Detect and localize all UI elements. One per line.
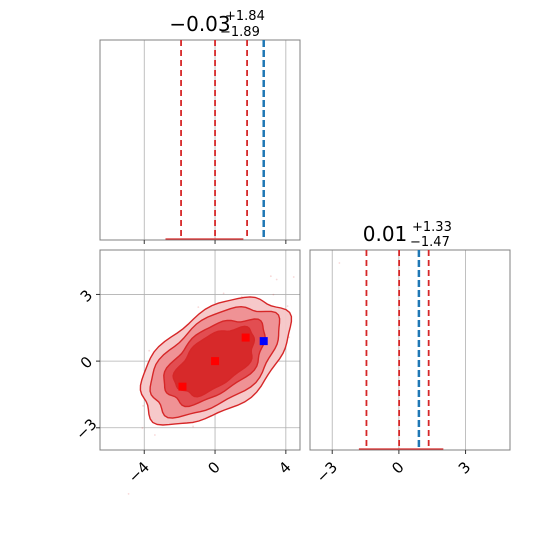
joint-ytick-label-2: 3 (77, 286, 96, 305)
title-y: 0.01 (363, 222, 408, 246)
top-frame (99, 39, 301, 241)
joint-truth-marker (259, 337, 268, 346)
joint-point-79 (292, 276, 295, 278)
title-x-median: −0.03 (169, 12, 230, 36)
joint-ytick-label-0: −3 (72, 415, 100, 443)
joint-quantile-marker-2 (241, 333, 250, 342)
joint-point-62 (197, 306, 200, 309)
title-y-plus: +1.33 (412, 220, 452, 235)
joint-point-194 (141, 427, 144, 429)
right-frame (309, 249, 511, 451)
joint-point-86 (153, 434, 156, 436)
joint-quantile-marker-0 (178, 382, 187, 391)
joint-frame (99, 249, 301, 451)
title-x-minus: −1.89 (220, 25, 260, 40)
right-xtick-label-2: 3 (455, 458, 474, 477)
joint-point-187 (192, 425, 194, 428)
joint-point-213 (127, 492, 130, 495)
title-x: −0.03 (169, 12, 230, 36)
title-x-plus: +1.84 (225, 9, 265, 24)
marginal-x-panel (99, 39, 301, 244)
joint-point-246 (272, 293, 275, 296)
title-y-minus: −1.47 (410, 235, 450, 250)
joint-point-106 (275, 278, 278, 281)
joint-panel (96, 249, 341, 495)
joint-xtick-label-2: 4 (275, 458, 294, 477)
joint-point-220 (222, 292, 225, 295)
title-y-median: 0.01 (363, 222, 408, 246)
joint-ytick-label-1: 0 (77, 353, 96, 372)
joint-point-53 (269, 275, 272, 278)
right-xtick-label-1: 0 (388, 458, 407, 477)
joint-xtick-label-0: −4 (125, 458, 153, 486)
marginal-y-panel (309, 249, 511, 454)
joint-point-0 (338, 262, 341, 264)
joint-quantile-marker-1 (211, 357, 220, 366)
right-xtick-label-0: −3 (313, 458, 341, 486)
joint-point-148 (142, 404, 145, 407)
joint-point-26 (286, 305, 289, 308)
joint-point-29 (148, 349, 151, 352)
joint-xtick-label-1: 0 (204, 458, 223, 477)
